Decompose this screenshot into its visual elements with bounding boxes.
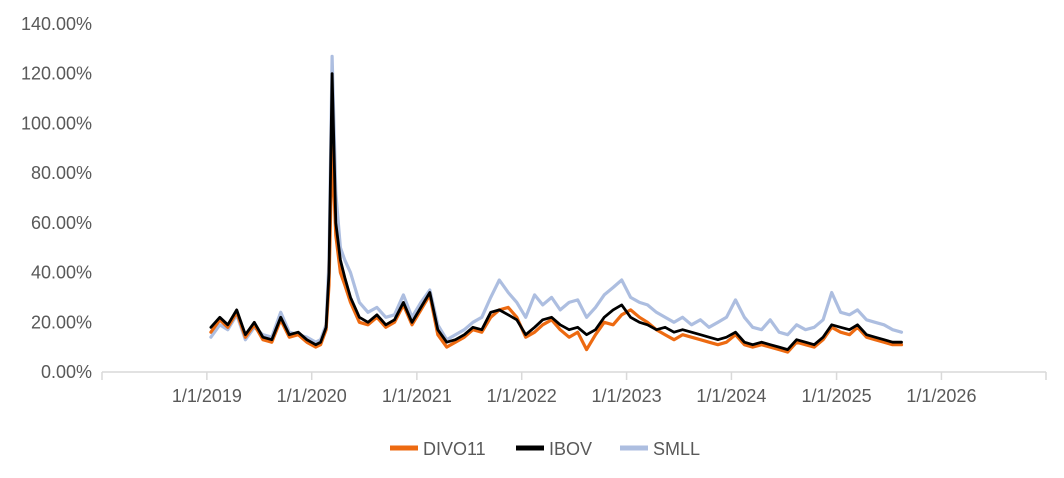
legend: DIVO11 IBOV SMLL — [390, 439, 700, 459]
x-tick-label: 1/1/2023 — [592, 386, 662, 406]
y-axis-tick-labels: 0.00% 20.00% 40.00% 60.00% 80.00% 100.00% 120.… — [21, 14, 92, 382]
y-tick-label: 100.00% — [21, 113, 92, 133]
x-tick-label: 1/1/2021 — [382, 386, 452, 406]
series-line-smll — [209, 54, 904, 344]
x-tick-label: 1/1/2019 — [172, 386, 242, 406]
x-tick-label: 1/1/2026 — [906, 386, 976, 406]
y-tick-label: 60.00% — [31, 213, 92, 233]
y-tick-label: 140.00% — [21, 14, 92, 34]
y-tick-label: 20.00% — [31, 312, 92, 332]
legend-label: DIVO11 — [423, 439, 486, 459]
y-tick-label: 120.00% — [21, 64, 92, 84]
legend-item-divo11: DIVO11 — [390, 439, 486, 459]
x-tick-label: 1/1/2024 — [696, 386, 766, 406]
y-tick-label: 80.00% — [31, 163, 92, 183]
x-axis — [101, 371, 1047, 380]
legend-item-ibov: IBOV — [516, 439, 592, 459]
series-line-ibov — [209, 72, 903, 352]
legend-item-smll: SMLL — [620, 439, 700, 459]
x-tick-label: 1/1/2022 — [487, 386, 557, 406]
legend-label: IBOV — [549, 439, 592, 459]
legend-label: SMLL — [653, 439, 700, 459]
x-tick-label: 1/1/2020 — [277, 386, 347, 406]
plot-area — [209, 54, 904, 354]
x-tick-label: 1/1/2025 — [802, 386, 872, 406]
y-tick-label: 0.00% — [41, 362, 92, 382]
y-tick-label: 40.00% — [31, 263, 92, 283]
x-axis-tick-labels: 1/1/2019 1/1/2020 1/1/2021 1/1/2022 1/1/2023… — [172, 386, 977, 406]
